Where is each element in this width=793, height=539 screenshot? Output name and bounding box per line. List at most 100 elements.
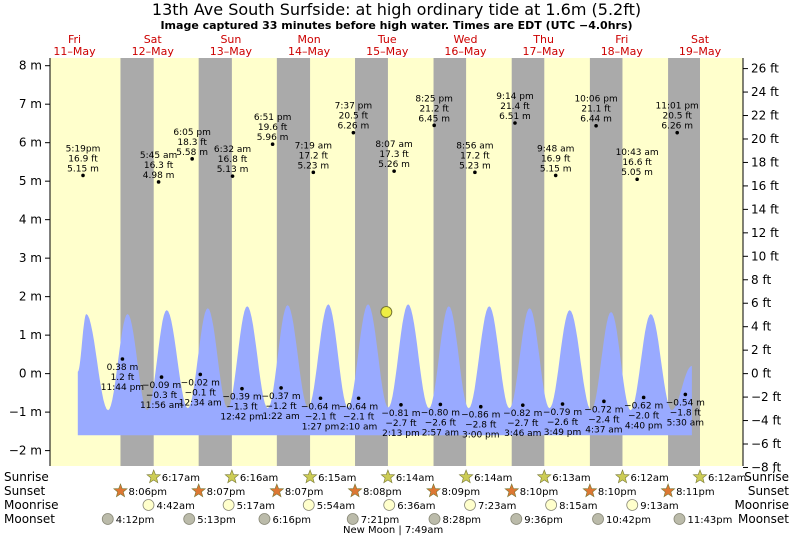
moonset-moon-icon <box>428 513 441 525</box>
day-date: 18–May <box>601 45 644 58</box>
day-date: 14–May <box>288 45 331 58</box>
sunset-star-icon <box>582 483 598 498</box>
sunrise-row-label-right: Sunrise <box>744 470 789 484</box>
extreme-label: 20.5 ft <box>339 112 369 122</box>
moonset-row-label-right: Moonset <box>738 512 789 526</box>
y-tick-label-ft: −6 ft <box>751 437 782 451</box>
day-date: 12–May <box>132 45 175 58</box>
y-tick-label-m: 8 m <box>19 59 42 73</box>
day-date: 17–May <box>523 45 566 58</box>
extreme-label: 8:56 am <box>456 141 493 151</box>
extreme-label: 17.2 ft <box>299 151 329 161</box>
moonrise-time: 5:17am <box>237 501 275 512</box>
day-date: 13–May <box>210 45 253 58</box>
extreme-label: 20.5 ft <box>662 112 692 122</box>
y-tick-label-ft: 10 ft <box>751 249 779 263</box>
y-tick-label-m: −1 m <box>9 405 42 419</box>
sunset-star-icon <box>426 483 442 498</box>
extreme-label: −0.62 m <box>624 401 663 411</box>
y-tick-label-m: 6 m <box>19 136 42 150</box>
sunset-time: 8:07pm <box>207 487 246 498</box>
day-name: Fri <box>68 33 81 46</box>
day-name: Wed <box>453 33 477 46</box>
extreme-label: −2.1 ft <box>343 412 375 422</box>
sunset-star-icon <box>660 483 676 498</box>
extreme-label: 16.9 ft <box>68 154 98 164</box>
day-name: Sat <box>691 33 710 46</box>
extreme-label: 5.23 m <box>459 161 491 171</box>
sunset-time: 8:10pm <box>520 487 559 498</box>
extreme-label: 5.23 m <box>297 161 329 171</box>
moonrise-moon-icon <box>464 499 476 511</box>
extreme-label: −2.6 ft <box>425 418 457 428</box>
y-tick-label-m: −2 m <box>9 444 42 458</box>
y-tick-label-ft: −4 ft <box>751 414 782 428</box>
extreme-point <box>513 121 517 125</box>
moonrise-time: 7:23am <box>478 501 516 512</box>
extreme-label: 5.05 m <box>621 168 653 178</box>
y-tick-label-ft: 0 ft <box>751 367 771 381</box>
extreme-label: −0.72 m <box>584 405 623 415</box>
extreme-label: 17.2 ft <box>460 151 490 161</box>
extreme-point <box>438 402 443 407</box>
sunrise-star-icon <box>146 469 162 484</box>
moonrise-row-label-left: Moonrise <box>4 498 59 512</box>
sunrise-time: 6:12am <box>630 473 668 484</box>
astro-rows-layer: Sunrise Sunrise 6:17am 6:16am 6:15am 6:14am 6:… <box>4 469 789 536</box>
extreme-label: −0.54 m <box>666 398 705 408</box>
sunrise-star-icon <box>692 469 708 484</box>
day-name: Sat <box>144 33 163 46</box>
extreme-label: 7:19 am <box>295 141 332 151</box>
day-date: 16–May <box>444 45 487 58</box>
extreme-label: −2.6 ft <box>547 418 579 428</box>
extreme-point <box>432 123 436 128</box>
extreme-point <box>318 396 323 401</box>
extreme-label: −2.0 ft <box>628 411 660 421</box>
y-tick-label-ft: −8 ft <box>751 460 782 474</box>
extreme-point <box>594 123 598 128</box>
y-tick-label-ft: 22 ft <box>751 109 779 123</box>
y-tick-label-ft: −2 ft <box>751 390 782 404</box>
extreme-label: −0.64 m <box>301 402 340 412</box>
extreme-label: −2.4 ft <box>588 415 620 425</box>
sunrise-star-icon <box>614 469 630 484</box>
sunrise-star-icon <box>224 469 240 484</box>
extreme-label: 17.3 ft <box>379 150 409 160</box>
extreme-label: 18.3 ft <box>177 138 207 148</box>
extreme-label: 12:42 pm <box>220 413 263 423</box>
extreme-label: 21.4 ft <box>500 102 530 112</box>
y-tick-label-ft: 18 ft <box>751 155 779 169</box>
extreme-label: 11:01 pm <box>656 102 699 112</box>
sunrise-time: 6:12am <box>708 473 746 484</box>
sunrise-time: 6:14am <box>474 473 512 484</box>
sunset-row-label-left: Sunset <box>4 484 45 498</box>
y-tick-label-ft: 20 ft <box>751 132 779 146</box>
moonrise-time: 9:13am <box>640 501 678 512</box>
extreme-label: 6:32 am <box>214 145 251 155</box>
extreme-point <box>602 399 606 404</box>
y-tick-label-ft: 14 ft <box>751 202 779 216</box>
extreme-point <box>159 375 164 379</box>
moonrise-time: 5:54am <box>317 501 355 512</box>
extreme-label: 12:34 am <box>179 398 222 408</box>
extreme-label: 4:37 am <box>585 425 622 435</box>
tide-area-layer <box>77 304 692 436</box>
y-tick-label-ft: 24 ft <box>751 85 779 99</box>
extreme-label: 5:30 am <box>667 418 704 428</box>
extreme-label: 2:13 pm <box>382 429 420 439</box>
extreme-label: 3:46 am <box>504 429 541 439</box>
sunrise-star-icon <box>302 469 318 484</box>
sunset-time: 8:10pm <box>598 487 637 498</box>
y-tick-label-m: 7 m <box>19 97 42 111</box>
extreme-point <box>641 395 646 400</box>
extreme-label: 1:27 pm <box>302 422 340 432</box>
moonrise-time: 6:36am <box>397 501 435 512</box>
extreme-label: 5.26 m <box>378 160 410 170</box>
moonrise-time: 4:42am <box>156 501 194 512</box>
y-tick-label-m: 4 m <box>19 213 42 227</box>
sunset-star-icon <box>504 483 520 498</box>
extreme-label: −2.7 ft <box>507 419 539 429</box>
extreme-label: 11:56 am <box>140 401 183 411</box>
extreme-label: 16.9 ft <box>541 154 571 164</box>
moonrise-moon-icon <box>142 499 155 511</box>
